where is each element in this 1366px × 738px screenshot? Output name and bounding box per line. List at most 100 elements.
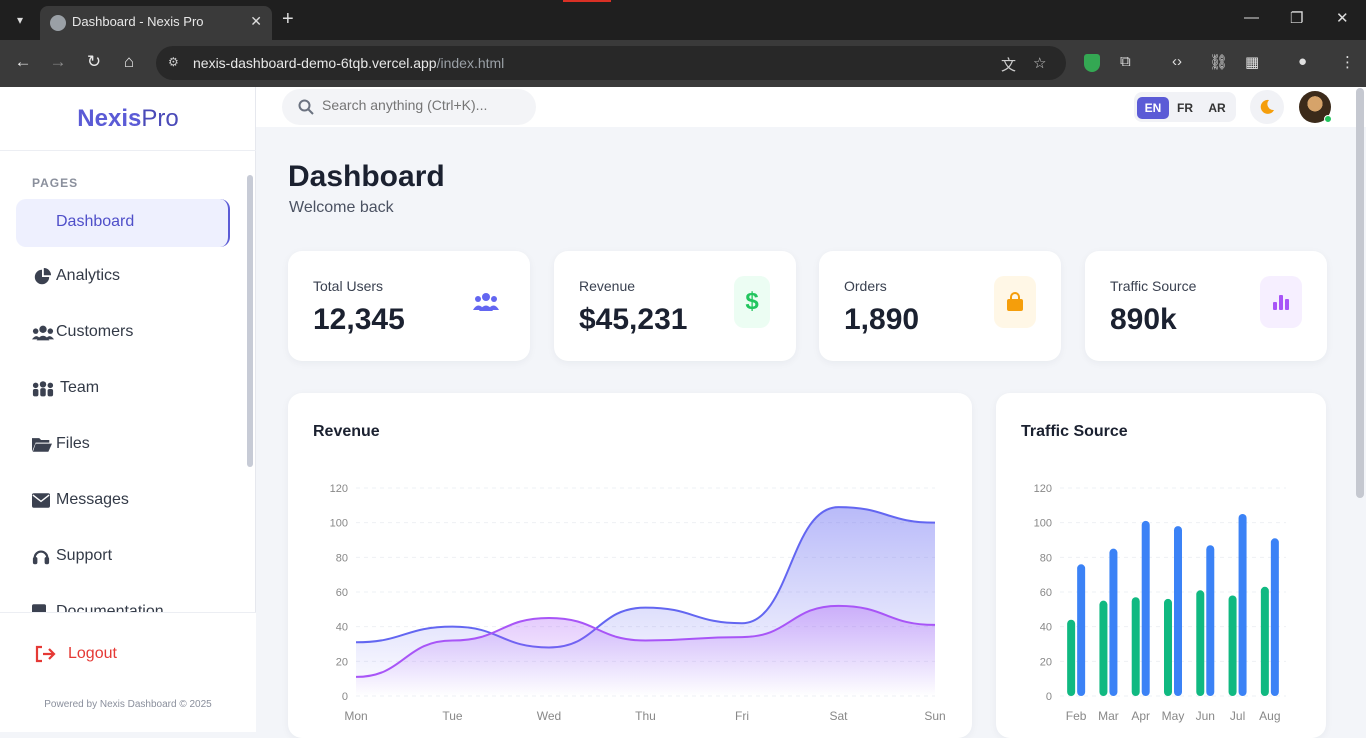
pie-chart-icon bbox=[34, 268, 51, 285]
book-icon bbox=[32, 604, 46, 612]
new-tab-icon[interactable]: + bbox=[282, 8, 294, 30]
brand-logo[interactable]: NexisPro bbox=[0, 87, 256, 151]
bar bbox=[1077, 564, 1086, 696]
qr-code-icon[interactable]: ▦ bbox=[1245, 54, 1260, 71]
stat-label: Traffic Source bbox=[1110, 278, 1197, 294]
traffic-chart-card: Traffic Source 0 20 40 60 80 100 120 Feb Mar Apr M… bbox=[996, 393, 1326, 738]
team-icon bbox=[32, 381, 54, 397]
chart-title: Revenue bbox=[313, 423, 380, 440]
users-icon bbox=[468, 276, 504, 328]
window-close-icon[interactable]: ✕ bbox=[1336, 10, 1349, 27]
forward-icon[interactable]: → bbox=[49, 52, 67, 71]
lang-fr-button[interactable]: FR bbox=[1177, 101, 1193, 115]
extensions-icon[interactable]: ⧉ bbox=[1120, 53, 1131, 70]
y-tick-label: 20 bbox=[336, 656, 348, 668]
stat-value: 1,890 bbox=[844, 303, 920, 336]
sidebar-item-documentation[interactable]: Documentation bbox=[16, 589, 230, 612]
sidebar-item-dashboard[interactable]: Dashboard bbox=[16, 199, 230, 247]
tab-search-icon[interactable]: ▾ bbox=[16, 13, 24, 27]
stat-card-total-users: Total Users 12,345 bbox=[288, 251, 530, 361]
code-icon[interactable]: ‹› bbox=[1172, 53, 1182, 70]
close-icon[interactable]: ✕ bbox=[250, 13, 262, 29]
translate-icon[interactable]: 文 bbox=[1001, 57, 1017, 74]
sidebar-section-label: PAGES bbox=[32, 176, 79, 190]
x-tick-label: Tue bbox=[442, 709, 463, 723]
menu-icon[interactable]: ⋮ bbox=[1340, 54, 1355, 71]
dollar-icon: $ bbox=[734, 276, 770, 328]
search-input[interactable] bbox=[322, 97, 522, 113]
sidebar-item-label: Files bbox=[56, 435, 90, 452]
bar bbox=[1228, 595, 1237, 696]
profile-icon[interactable]: ● bbox=[1298, 53, 1308, 70]
chart-title: Traffic Source bbox=[1021, 423, 1128, 440]
x-tick-label: Jun bbox=[1196, 709, 1215, 723]
y-tick-label: 60 bbox=[336, 587, 348, 599]
x-tick-label: Apr bbox=[1131, 709, 1150, 723]
x-tick-label: Jul bbox=[1230, 709, 1245, 723]
sidebar-item-files[interactable]: Files bbox=[16, 421, 230, 469]
sidebar-item-team[interactable]: Team bbox=[16, 365, 230, 413]
y-tick-label: 40 bbox=[336, 622, 348, 634]
lang-ar-button[interactable]: AR bbox=[1208, 101, 1226, 115]
bar bbox=[1067, 619, 1076, 696]
stat-label: Revenue bbox=[579, 278, 636, 294]
restore-icon[interactable]: ❐ bbox=[1290, 10, 1304, 27]
series-area bbox=[356, 605, 935, 696]
stat-card-traffic-source: Traffic Source 890k bbox=[1085, 251, 1327, 361]
home-icon[interactable]: ⌂ bbox=[123, 52, 135, 71]
tab-title: Dashboard - Nexis Pro bbox=[72, 14, 204, 29]
y-tick-label: 0 bbox=[342, 691, 348, 703]
sidebar-item-messages[interactable]: Messages bbox=[16, 477, 230, 525]
sidebar-nav: Dashboard Analytics Customers Team Files… bbox=[0, 87, 256, 612]
online-status-indicator bbox=[1324, 115, 1332, 123]
y-tick-label: 100 bbox=[1034, 518, 1052, 530]
bookmark-star-icon[interactable]: ☆ bbox=[1033, 55, 1047, 72]
sidebar-item-label: Team bbox=[60, 379, 100, 396]
search-box[interactable] bbox=[282, 89, 536, 125]
stat-label: Orders bbox=[844, 278, 887, 294]
logout-label: Logout bbox=[68, 645, 117, 662]
sidebar-item-label: Support bbox=[56, 547, 113, 564]
x-tick-label: Feb bbox=[1066, 709, 1087, 723]
sidebar-item-label: Dashboard bbox=[56, 213, 135, 230]
sidebar-scrollbar[interactable] bbox=[247, 175, 253, 467]
bar bbox=[1260, 586, 1269, 696]
reload-icon[interactable]: ↻ bbox=[86, 52, 102, 71]
lang-en-button[interactable]: EN bbox=[1137, 97, 1169, 119]
x-tick-label: May bbox=[1162, 709, 1185, 723]
sidebar-item-analytics[interactable]: Analytics bbox=[16, 253, 230, 301]
back-icon[interactable]: ← bbox=[14, 52, 32, 71]
stat-label: Total Users bbox=[313, 278, 384, 294]
sidebar-item-customers[interactable]: Customers bbox=[16, 309, 230, 357]
page-title: Dashboard bbox=[288, 160, 445, 193]
browser-tab[interactable]: Dashboard - Nexis Pro ✕ bbox=[40, 6, 272, 40]
browser-toolbar: ← → ↻ ⌂ ⚙ nexis-dashboard-demo-6tqb.verc… bbox=[0, 40, 1366, 87]
link-icon[interactable]: ⛓ bbox=[1209, 54, 1229, 71]
y-tick-label: 80 bbox=[336, 552, 348, 564]
traffic-chart: 0 20 40 60 80 100 120 Feb Mar Apr May Jun Jul Aug bbox=[1034, 483, 1286, 723]
sidebar-item-label: Documentation bbox=[56, 603, 164, 612]
minimize-icon[interactable]: — bbox=[1244, 9, 1259, 26]
site-info-icon[interactable]: ⚙ bbox=[168, 55, 179, 69]
page-scrollbar[interactable] bbox=[1356, 88, 1364, 498]
url-text[interactable]: nexis-dashboard-demo-6tqb.vercel.app/ind… bbox=[193, 55, 505, 71]
y-tick-label: 120 bbox=[330, 483, 348, 495]
y-tick-label: 40 bbox=[1040, 622, 1052, 634]
theme-toggle-button[interactable] bbox=[1250, 90, 1284, 124]
x-tick-label: Mar bbox=[1098, 709, 1119, 723]
shield-extension-icon[interactable] bbox=[1084, 54, 1100, 72]
bar bbox=[1174, 526, 1182, 696]
sidebar-item-support[interactable]: Support bbox=[16, 533, 230, 581]
logout-icon bbox=[35, 645, 56, 663]
tab-indicator bbox=[563, 0, 611, 2]
page-subtitle: Welcome back bbox=[289, 199, 394, 216]
y-tick-label: 60 bbox=[1040, 587, 1052, 599]
stat-card-revenue: Revenue $45,231 $ bbox=[554, 251, 796, 361]
sidebar-item-label: Messages bbox=[56, 491, 129, 508]
sidebar-item-label: Customers bbox=[56, 323, 134, 340]
bar bbox=[1109, 548, 1118, 696]
x-tick-label: Thu bbox=[635, 709, 656, 723]
address-bar[interactable]: ⚙ nexis-dashboard-demo-6tqb.vercel.app/i… bbox=[156, 46, 1066, 80]
headset-icon bbox=[32, 550, 50, 565]
y-tick-label: 80 bbox=[1040, 552, 1052, 564]
